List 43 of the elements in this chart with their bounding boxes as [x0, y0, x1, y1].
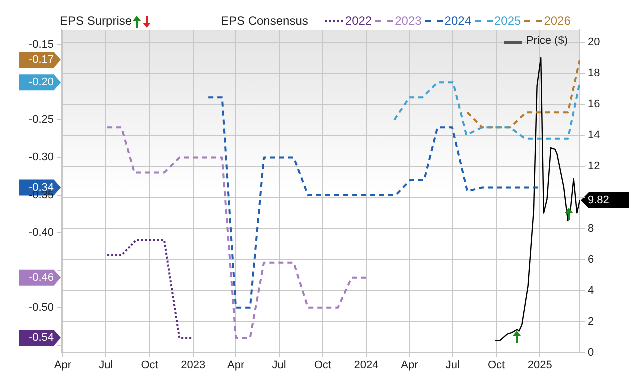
y2-tick-label: 14 [588, 130, 600, 142]
y2-tick-label: 9.82 [588, 194, 610, 207]
y-tick-label: -0.40 [28, 226, 54, 239]
x-tick-label: Apr [228, 360, 245, 372]
y2-tick-label: 4 [588, 284, 594, 297]
x-tick-label: 2025 [528, 360, 552, 372]
legend-label: 2022 [345, 14, 372, 28]
y2-tick-label: 18 [588, 68, 600, 80]
x-tick-label: Jul [272, 360, 286, 372]
y2-tick-label: 6 [588, 254, 594, 266]
y2-tick-label: 16 [588, 98, 600, 111]
legend-label: 2025 [494, 14, 522, 28]
legend-label: 2023 [395, 14, 422, 28]
line-series [208, 96, 542, 309]
x-tick-label: 2024 [354, 360, 379, 372]
y2-tick-label: 12 [588, 160, 600, 173]
series-label: Price ($) [526, 35, 568, 47]
x-tick-label: Apr [401, 360, 419, 372]
y-tick-label: -0.30 [28, 152, 54, 164]
text: EPS Surprise [60, 14, 132, 28]
y2-tick-label: 20 [588, 36, 600, 48]
y-tick-label: -0.15 [28, 39, 54, 52]
x-tick-label: 2023 [181, 360, 206, 372]
y2-tick-label: 2 [588, 316, 594, 328]
y-tick-label: -0.17 [28, 54, 54, 66]
x-tick-label: Jul [446, 360, 460, 372]
legend-label: 2026 [544, 14, 571, 28]
y-tick-label: -0.46 [28, 272, 54, 284]
legend-label: 2024 [444, 14, 472, 28]
x-tick-label: Jul [99, 360, 114, 372]
y-tick-label: -0.54 [28, 332, 54, 344]
x-tick-label: Apr [54, 360, 72, 372]
line-series [394, 82, 580, 140]
y2-tick-label: 0 [588, 347, 594, 360]
legend-title: EPS Consensus [221, 14, 308, 28]
x-tick-label: Oct [314, 360, 332, 372]
y-tick-label: -0.20 [28, 76, 54, 89]
line-series [106, 126, 368, 339]
x-tick-label: Oct [141, 360, 158, 372]
y-tick-label: -0.25 [28, 114, 54, 126]
x-tick-label: Oct [488, 360, 506, 372]
y-tick-label: -0.50 [28, 302, 54, 314]
y2-tick-label: 8 [588, 222, 594, 235]
